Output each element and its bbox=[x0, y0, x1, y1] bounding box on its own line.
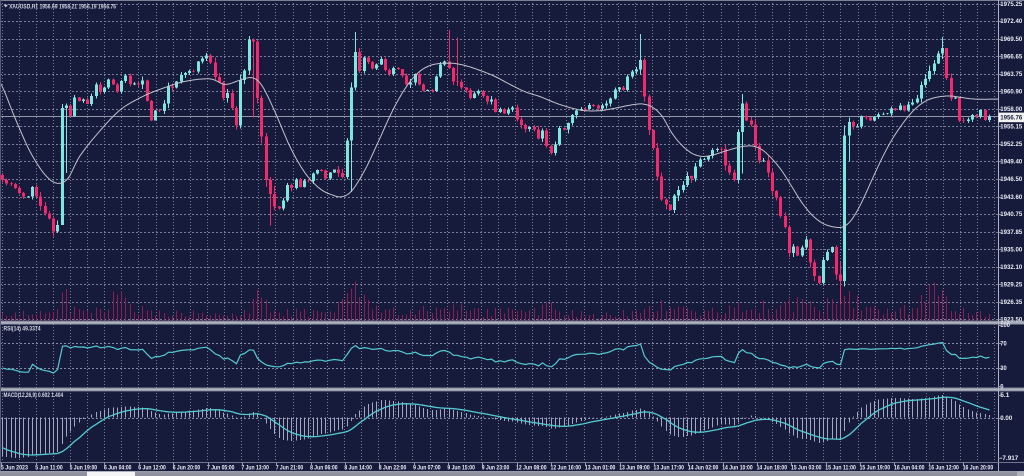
svg-text:15 Jun 19:00: 15 Jun 19:00 bbox=[860, 465, 891, 472]
svg-text:1975.25: 1975.25 bbox=[1000, 1, 1023, 8]
svg-text:0: 0 bbox=[1000, 384, 1004, 391]
svg-text:70: 70 bbox=[1000, 341, 1007, 348]
svg-text:16 Jun 04:00: 16 Jun 04:00 bbox=[894, 465, 925, 472]
svg-text:8 Jun 06:00: 8 Jun 06:00 bbox=[310, 465, 338, 472]
svg-text:1972.40: 1972.40 bbox=[1000, 18, 1023, 25]
svg-text:1966.65: 1966.65 bbox=[1000, 53, 1023, 60]
svg-text:1926.35: 1926.35 bbox=[1000, 299, 1023, 306]
svg-text:12 Jun 16:00: 12 Jun 16:00 bbox=[551, 465, 582, 472]
svg-text:1943.60: 1943.60 bbox=[1000, 194, 1023, 201]
svg-text:13 Jun 09:00: 13 Jun 09:00 bbox=[619, 465, 650, 472]
svg-text:8 Jun 22:00: 8 Jun 22:00 bbox=[379, 465, 407, 472]
svg-text:1960.90: 1960.90 bbox=[1000, 88, 1023, 95]
svg-text:7 Jun 13:00: 7 Jun 13:00 bbox=[241, 465, 269, 472]
svg-text:6 Jun 04:00: 6 Jun 04:00 bbox=[104, 465, 132, 472]
svg-text:16 Jun 20:00: 16 Jun 20:00 bbox=[963, 465, 994, 472]
svg-text:1932.10: 1932.10 bbox=[1000, 264, 1023, 271]
svg-text:1946.50: 1946.50 bbox=[1000, 176, 1023, 183]
svg-text:1969.50: 1969.50 bbox=[1000, 36, 1023, 43]
svg-text:1929.25: 1929.25 bbox=[1000, 281, 1023, 288]
svg-text:1949.40: 1949.40 bbox=[1000, 159, 1023, 166]
svg-text:7 Jun 05:00: 7 Jun 05:00 bbox=[207, 465, 235, 472]
svg-text:1952.25: 1952.25 bbox=[1000, 141, 1023, 148]
svg-text:1940.75: 1940.75 bbox=[1000, 211, 1023, 218]
svg-text:30: 30 bbox=[1000, 365, 1007, 372]
svg-text:-7.917: -7.917 bbox=[1000, 455, 1019, 462]
svg-text:7 Jun 21:00: 7 Jun 21:00 bbox=[276, 465, 304, 472]
svg-text:14 Jun 02:00: 14 Jun 02:00 bbox=[688, 465, 719, 472]
svg-text:15 Jun 03:00: 15 Jun 03:00 bbox=[791, 465, 822, 472]
svg-text:13 Jun 01:00: 13 Jun 01:00 bbox=[585, 465, 616, 472]
svg-text:15 Jun 11:00: 15 Jun 11:00 bbox=[825, 465, 856, 472]
svg-text:1958.00: 1958.00 bbox=[1000, 106, 1023, 113]
svg-text:12 Jun 08:00: 12 Jun 08:00 bbox=[516, 465, 547, 472]
svg-text:6 Jun 12:00: 6 Jun 12:00 bbox=[138, 465, 166, 472]
svg-text:13 Jun 17:00: 13 Jun 17:00 bbox=[654, 465, 685, 472]
svg-text:5.1: 5.1 bbox=[1000, 392, 1010, 399]
svg-text:6 Jun 20:00: 6 Jun 20:00 bbox=[173, 465, 201, 472]
svg-text:14 Jun 10:00: 14 Jun 10:00 bbox=[722, 465, 753, 472]
svg-text:RSI(14) 49.3374: RSI(14) 49.3374 bbox=[4, 325, 42, 332]
svg-text:5 Jun 2023: 5 Jun 2023 bbox=[1, 465, 29, 472]
svg-text:9 Jun 07:00: 9 Jun 07:00 bbox=[413, 465, 441, 472]
svg-text:1937.85: 1937.85 bbox=[1000, 229, 1023, 236]
svg-text:5 Jun 19:00: 5 Jun 19:00 bbox=[70, 465, 98, 472]
svg-text:9 Jun 23:00: 9 Jun 23:00 bbox=[482, 465, 510, 472]
svg-text:100: 100 bbox=[1000, 322, 1010, 329]
svg-text:1923.50: 1923.50 bbox=[1000, 317, 1023, 324]
svg-text:16 Jun 12:00: 16 Jun 12:00 bbox=[928, 465, 959, 472]
svg-text:MACD(12,26,9) 0.602 1.404: MACD(12,26,9) 0.602 1.404 bbox=[4, 392, 64, 399]
svg-text:1935.00: 1935.00 bbox=[1000, 246, 1023, 253]
svg-text:1963.75: 1963.75 bbox=[1000, 71, 1023, 78]
svg-text:1956.76: 1956.76 bbox=[1000, 114, 1023, 121]
svg-text:1955.15: 1955.15 bbox=[1000, 123, 1023, 130]
svg-text:9 Jun 15:00: 9 Jun 15:00 bbox=[447, 465, 475, 472]
svg-text:14 Jun 18:00: 14 Jun 18:00 bbox=[757, 465, 788, 472]
svg-text:5 Jun 11:00: 5 Jun 11:00 bbox=[35, 465, 63, 472]
svg-text:8 Jun 14:00: 8 Jun 14:00 bbox=[344, 465, 372, 472]
svg-text:XAUUSD,H1 1956.69 1958.21 195: XAUUSD,H1 1956.69 1958.21 1956.19 1956.7… bbox=[9, 4, 116, 11]
svg-text:0.00: 0.00 bbox=[1000, 415, 1013, 422]
